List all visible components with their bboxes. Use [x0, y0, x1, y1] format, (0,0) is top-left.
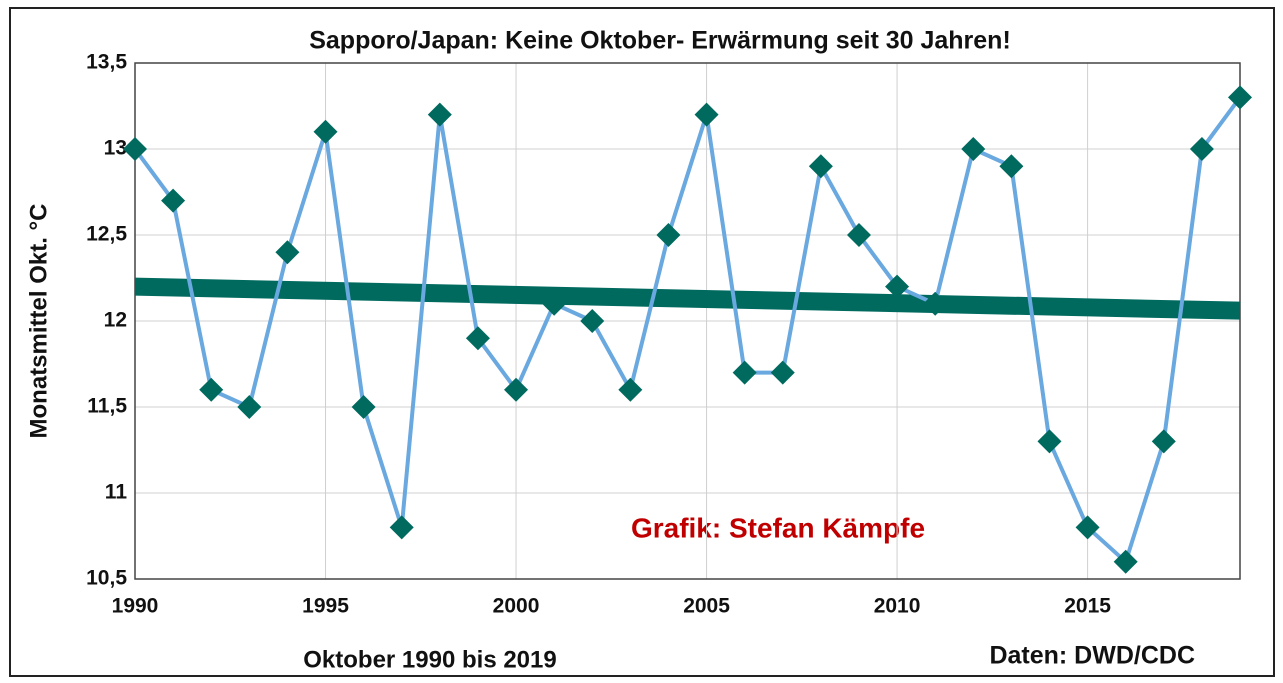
- data-marker: [237, 395, 262, 419]
- source: Daten: DWD/CDC: [989, 642, 1195, 670]
- data-marker: [542, 291, 567, 316]
- data-line: [133, 96, 1242, 564]
- data-marker: [389, 515, 414, 540]
- data-marker: [961, 137, 986, 161]
- data-marker: [123, 137, 147, 161]
- data-marker: [1151, 429, 1176, 454]
- data-marker: [465, 326, 490, 351]
- x-tick-label: 1990: [112, 595, 159, 618]
- data-marker: [427, 102, 452, 127]
- x-tick-label: 2015: [1064, 595, 1111, 618]
- data-marker: [846, 223, 871, 247]
- trendline: [134, 277, 1241, 320]
- y-tick-label: 11,5: [87, 395, 127, 418]
- y-tick-label: 12: [104, 309, 127, 332]
- data-marker: [580, 309, 605, 333]
- data-marker: [808, 154, 833, 179]
- data-marker: [199, 377, 224, 402]
- data-marker: [923, 291, 948, 316]
- data-marker: [275, 240, 300, 265]
- x-tick-label: 2000: [493, 595, 540, 618]
- y-tick-label: 11: [105, 481, 128, 504]
- annotation: Grafik: Stefan Kämpfe: [631, 512, 925, 543]
- data-marker: [885, 274, 910, 299]
- y-tick-label: 13: [104, 137, 127, 160]
- y-axis-label: Monatsmittel Okt. °C: [25, 204, 52, 439]
- data-marker: [504, 377, 529, 402]
- x-tick-label: 1995: [302, 595, 349, 618]
- data-marker: [1113, 549, 1138, 574]
- y-tick-label: 13,5: [86, 51, 127, 74]
- data-marker: [770, 360, 795, 385]
- x-axis-label: Oktober 1990 bis 2019: [303, 646, 556, 673]
- x-tick-label: 2010: [874, 595, 921, 618]
- data-marker: [618, 377, 643, 402]
- data-marker: [1228, 85, 1252, 110]
- data-marker: [999, 154, 1024, 179]
- data-marker: [732, 360, 757, 385]
- y-tick-label: 10,5: [86, 567, 127, 590]
- data-marker: [1037, 429, 1062, 454]
- data-marker: [656, 223, 681, 247]
- data-marker: [351, 395, 376, 419]
- x-tick-label: 2005: [683, 595, 730, 618]
- data-marker: [313, 119, 338, 144]
- data-marker: [1189, 137, 1214, 161]
- chart-title: Sapporo/Japan: Keine Oktober- Erwärmung …: [309, 27, 1011, 55]
- plot-area: [134, 62, 1241, 580]
- data-marker: [1075, 515, 1100, 540]
- y-tick-label: 12,5: [86, 223, 127, 246]
- data-marker: [694, 102, 719, 127]
- data-marker: [161, 188, 186, 213]
